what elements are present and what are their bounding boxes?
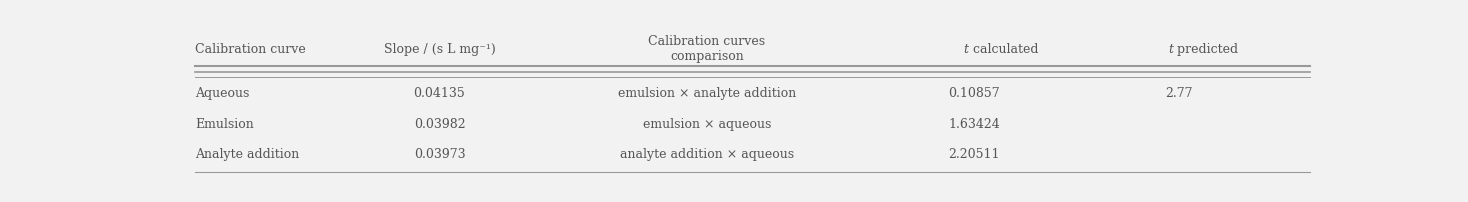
Text: 2.20511: 2.20511 [948, 148, 1000, 161]
Text: Aqueous: Aqueous [195, 87, 250, 100]
Text: calculated: calculated [969, 43, 1038, 56]
Text: Analyte addition: Analyte addition [195, 148, 299, 161]
Text: t: t [963, 43, 969, 56]
Text: emulsion × analyte addition: emulsion × analyte addition [618, 87, 796, 100]
Text: analyte addition × aqueous: analyte addition × aqueous [619, 148, 794, 161]
Text: 2.77: 2.77 [1166, 87, 1192, 100]
Text: emulsion × aqueous: emulsion × aqueous [643, 117, 771, 130]
Text: Calibration curves
comparison: Calibration curves comparison [649, 35, 765, 63]
Text: 0.04135: 0.04135 [414, 87, 465, 100]
Text: predicted: predicted [1173, 43, 1239, 56]
Text: t: t [1169, 43, 1173, 56]
Text: 0.03973: 0.03973 [414, 148, 465, 161]
Text: Emulsion: Emulsion [195, 117, 254, 130]
Text: 1.63424: 1.63424 [948, 117, 1000, 130]
Text: Slope / (s L mg⁻¹): Slope / (s L mg⁻¹) [383, 43, 495, 56]
Text: Calibration curve: Calibration curve [195, 43, 305, 56]
Text: 0.10857: 0.10857 [948, 87, 1000, 100]
Text: 0.03982: 0.03982 [414, 117, 465, 130]
